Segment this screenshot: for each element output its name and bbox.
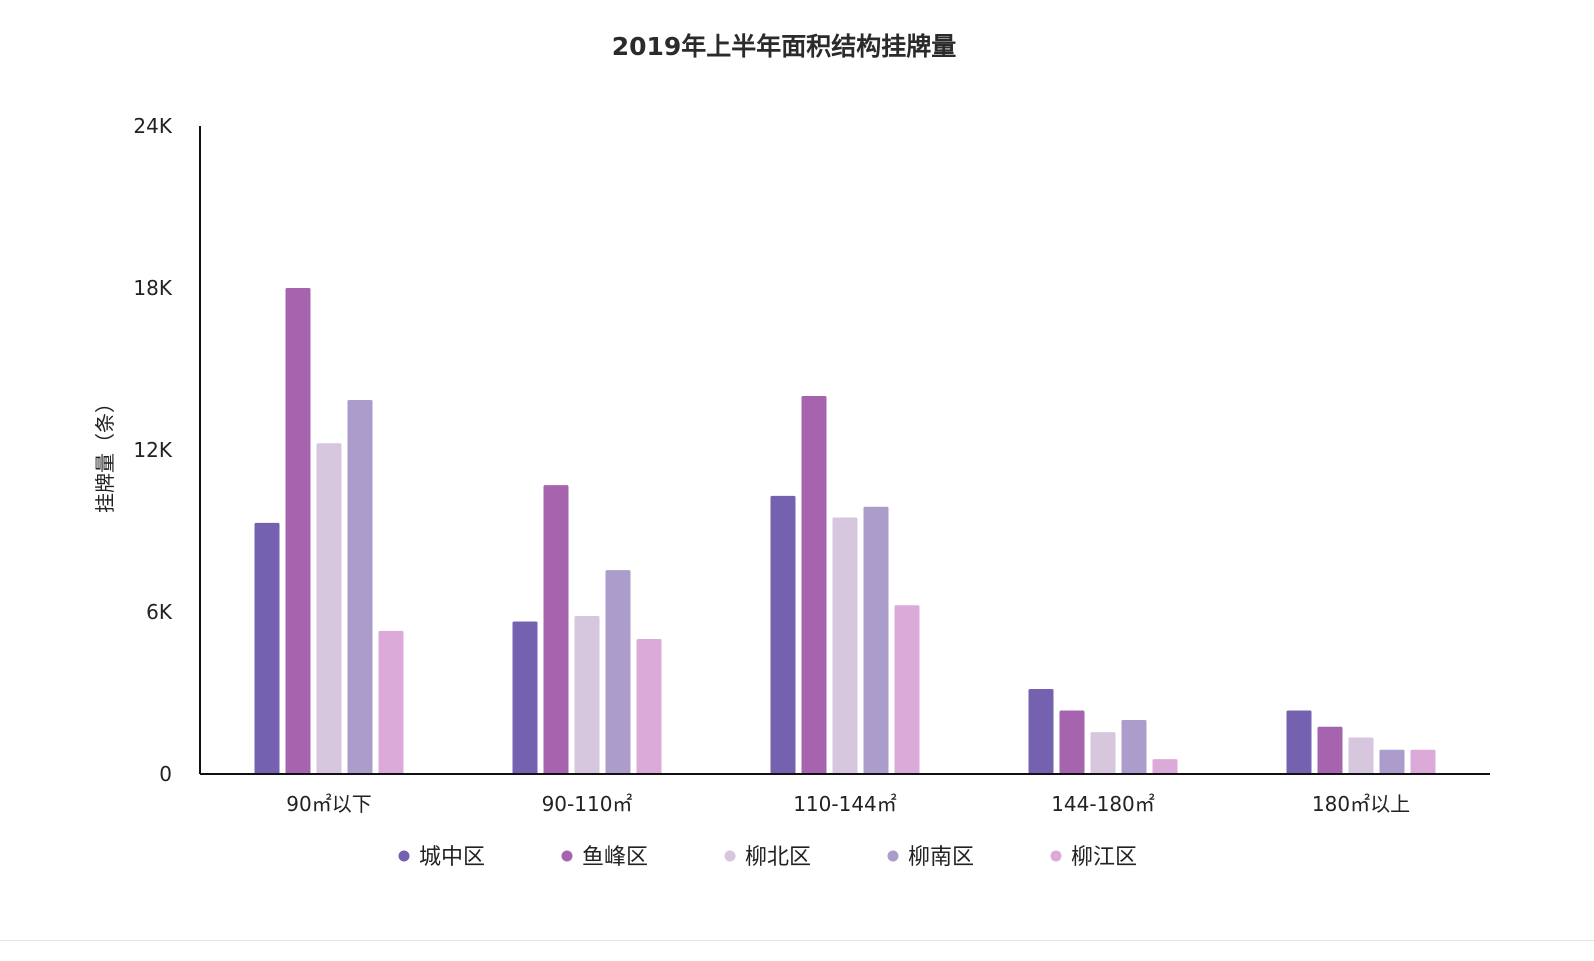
- bar-3-2: [801, 396, 827, 774]
- legend-label: 鱼峰区: [582, 845, 648, 870]
- legend-label: 城中区: [419, 845, 485, 870]
- y-axis-label: 挂牌量（条）: [93, 393, 117, 513]
- bar-3-1: [770, 495, 796, 774]
- bar-4-3: [1090, 732, 1116, 774]
- legend-item: 柳南区: [887, 845, 974, 870]
- legend-label: 柳江区: [1071, 845, 1137, 870]
- x-category-label: 144-180㎡: [1051, 792, 1155, 816]
- y-tick-label: 6K: [146, 600, 173, 624]
- x-axis-labels: 90㎡以下 90-110㎡ 110-144㎡ 144-180㎡ 180㎡以上: [286, 792, 1410, 816]
- y-tick-label: 18K: [133, 276, 172, 300]
- legend-item: 柳北区: [724, 845, 811, 870]
- legend-marker: [398, 850, 410, 862]
- bar-2-1: [512, 621, 538, 774]
- x-category-label: 180㎡以上: [1312, 792, 1410, 816]
- legend-label: 柳北区: [745, 845, 811, 870]
- bar-4-1: [1028, 688, 1054, 774]
- legend-item: 城中区: [398, 845, 485, 870]
- x-category-label: 110-144㎡: [793, 792, 897, 816]
- bottom-divider: [0, 940, 1594, 941]
- bar-2-3: [574, 616, 600, 774]
- bar-5-5: [1410, 749, 1436, 774]
- bar-5-2: [1317, 726, 1343, 774]
- x-category-label: 90㎡以下: [286, 792, 371, 816]
- bar-5-4: [1379, 749, 1405, 774]
- bar-5-3: [1348, 737, 1374, 774]
- bar-4-2: [1059, 710, 1085, 774]
- bar-1-3: [316, 443, 342, 774]
- chart-title: 2019年上半年面积结构挂牌量: [612, 32, 957, 61]
- bar-3-3: [832, 517, 858, 774]
- bars: [254, 288, 1436, 774]
- x-category-label: 90-110㎡: [542, 792, 633, 816]
- legend-item: 鱼峰区: [561, 845, 648, 870]
- bar-1-4: [347, 400, 373, 774]
- legend-item: 柳江区: [1050, 845, 1137, 870]
- y-tick-label: 24K: [133, 114, 172, 138]
- y-tick-label: 12K: [133, 438, 172, 462]
- bar-2-2: [543, 485, 569, 774]
- legend: 城中区 鱼峰区 柳北区 柳南区 柳江区: [398, 845, 1137, 870]
- legend-marker: [561, 850, 573, 862]
- bar-1-5: [378, 630, 404, 774]
- bar-1-1: [254, 522, 280, 774]
- bar-1-2: [285, 288, 311, 774]
- bar-3-4: [863, 506, 889, 774]
- bar-5-1: [1286, 710, 1312, 774]
- bar-2-4: [605, 570, 631, 774]
- bar-4-5: [1152, 759, 1178, 774]
- bar-4-4: [1121, 720, 1147, 774]
- bar-3-5: [894, 605, 920, 774]
- bar-2-5: [636, 639, 662, 774]
- legend-marker: [1050, 850, 1062, 862]
- y-tick-label: 0: [159, 762, 172, 786]
- legend-label: 柳南区: [908, 845, 974, 870]
- y-axis-ticks: 0 6K 12K 18K 24K: [133, 114, 172, 786]
- legend-marker: [887, 850, 899, 862]
- legend-marker: [724, 850, 736, 862]
